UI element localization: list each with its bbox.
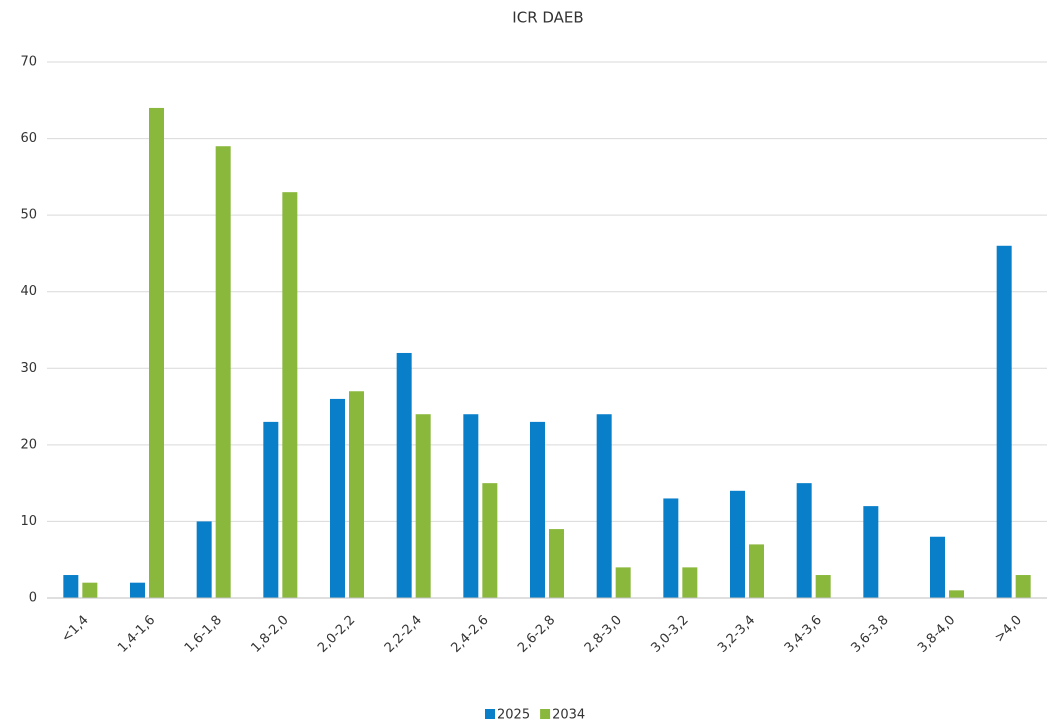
x-tick-label: 3,6-3,8 xyxy=(848,613,891,656)
x-tick-label: 3,2-3,4 xyxy=(715,613,758,656)
x-tick-label: >4,0 xyxy=(992,613,1025,646)
bar xyxy=(263,421,279,598)
y-tick-label: 60 xyxy=(20,131,37,146)
y-tick-label: 70 xyxy=(20,55,37,70)
x-tick-label: 3,0-3,2 xyxy=(648,613,691,656)
bar xyxy=(749,544,764,598)
y-tick-label: 40 xyxy=(20,284,37,299)
bar xyxy=(996,245,1012,598)
legend-swatch xyxy=(540,709,551,719)
x-tick-label: 2,4-2,6 xyxy=(448,613,491,656)
bar xyxy=(663,498,679,598)
bar xyxy=(815,575,831,598)
x-tick-label: 2,2-2,4 xyxy=(382,613,425,656)
x-tick-label: 1,8-2,0 xyxy=(248,613,291,656)
x-tick-label: 2,0-2,2 xyxy=(315,613,358,656)
x-tick-label: 3,4-3,6 xyxy=(782,613,825,656)
bar xyxy=(930,536,945,598)
bar xyxy=(82,582,98,598)
bar xyxy=(149,107,164,598)
bar xyxy=(63,575,79,598)
bar xyxy=(615,567,631,598)
x-tick-label: 1,6-1,8 xyxy=(182,613,225,656)
y-tick-label: 30 xyxy=(20,361,37,376)
bar xyxy=(482,483,498,598)
legend-swatch xyxy=(485,709,495,719)
bar xyxy=(796,483,812,598)
x-tick-label: <1,4 xyxy=(59,613,92,646)
bar xyxy=(730,490,745,598)
y-tick-label: 0 xyxy=(29,591,37,606)
y-tick-label: 10 xyxy=(20,514,37,529)
legend-label: 2025 xyxy=(497,708,530,723)
bar xyxy=(549,529,564,598)
bar xyxy=(530,421,545,598)
x-tick-label: 1,4-1,6 xyxy=(115,613,158,656)
bar xyxy=(215,146,231,598)
bar xyxy=(863,506,879,598)
y-tick-label: 50 xyxy=(20,208,37,223)
bar xyxy=(349,391,364,598)
bar xyxy=(463,414,479,598)
bar xyxy=(196,521,212,598)
bar xyxy=(415,414,431,598)
bar xyxy=(130,582,145,598)
bar xyxy=(596,414,612,598)
x-tick-label: 2,8-3,0 xyxy=(582,613,625,656)
bar xyxy=(396,352,412,598)
bar xyxy=(949,590,964,598)
bar xyxy=(282,192,298,598)
legend-label: 2034 xyxy=(552,708,585,723)
bar xyxy=(682,567,698,598)
x-tick-label: 3,8-4,0 xyxy=(915,613,958,656)
bar xyxy=(330,398,345,598)
chart-title: ICR DAEB xyxy=(512,9,583,27)
y-tick-label: 20 xyxy=(20,437,37,452)
bar xyxy=(1015,575,1031,598)
x-tick-label: 2,6-2,8 xyxy=(515,613,558,656)
